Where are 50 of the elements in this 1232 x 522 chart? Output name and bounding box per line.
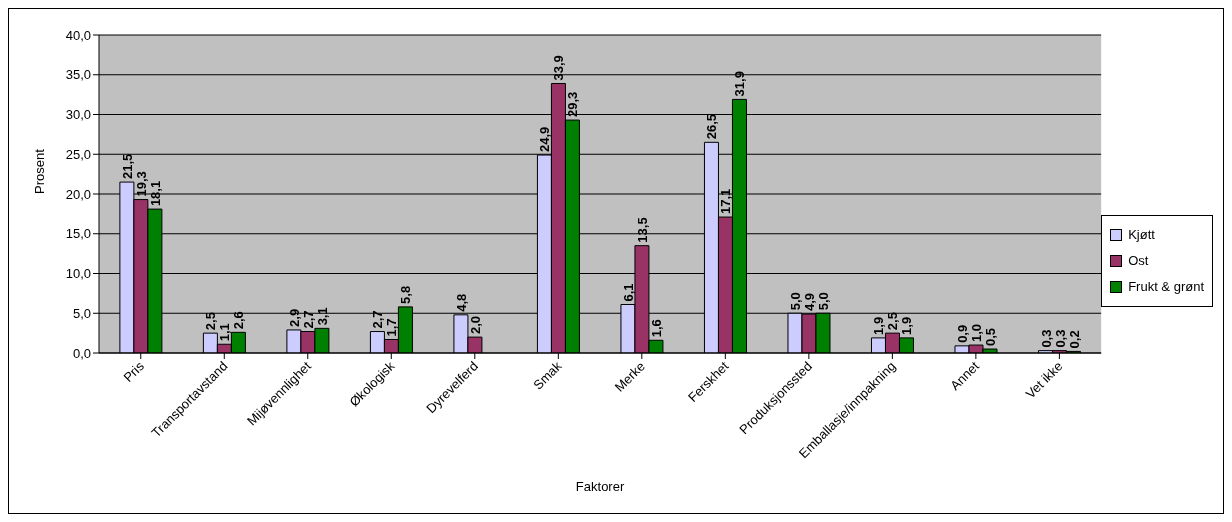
data-label: 31,9 [732, 71, 748, 97]
data-label: 5,8 [398, 285, 414, 304]
y-tick-label: 40,0 [65, 27, 91, 43]
data-label: 2,9 [286, 308, 302, 327]
data-label: 5,0 [815, 292, 831, 311]
x-axis-title: Faktorer [575, 479, 625, 494]
data-label: 2,7 [300, 310, 316, 329]
y-tick-label: 20,0 [65, 186, 91, 202]
data-label: 21,5 [119, 153, 135, 180]
y-tick-label: 0,0 [72, 345, 91, 361]
data-label: 1,7 [384, 318, 400, 337]
data-label: 1,1 [217, 323, 233, 342]
y-tick-label: 30,0 [65, 107, 91, 123]
legend-label: Ost [1128, 252, 1149, 270]
data-label: 2,0 [467, 316, 483, 335]
x-tick-label: Pris [120, 358, 148, 385]
data-label: 2,5 [203, 312, 219, 331]
data-label: 4,9 [801, 292, 817, 312]
data-label: 26,5 [704, 114, 720, 140]
data-label: 0,9 [955, 324, 970, 343]
data-label: 6,1 [620, 283, 636, 302]
y-tick-label: 10,0 [65, 266, 91, 282]
data-label: 17,1 [718, 188, 734, 215]
data-label: 0,3 [1038, 329, 1054, 348]
data-label: 1,9 [871, 316, 887, 335]
legend-label: Frukt & grønt [1128, 278, 1204, 296]
data-label: 13,5 [634, 217, 650, 243]
data-label: 1,6 [648, 319, 664, 338]
data-label: 2,6 [231, 311, 247, 330]
y-tick-label: 25,0 [65, 146, 91, 162]
x-tick-label: Vet ikke [1022, 358, 1066, 402]
data-label: 0,3 [1052, 329, 1068, 348]
data-label: 18,1 [147, 180, 163, 207]
data-label: 1,9 [899, 316, 915, 335]
data-label: 4,8 [453, 293, 469, 312]
y-tick-label: 5,0 [72, 305, 91, 321]
data-label: 0,5 [983, 327, 998, 347]
data-label: 33,9 [551, 55, 567, 81]
data-label: 19,3 [133, 171, 149, 197]
legend-label: Kjøtt [1128, 226, 1155, 244]
data-label: 3,1 [314, 307, 330, 326]
data-label: 2,5 [885, 312, 901, 331]
data-label: 1,0 [969, 323, 984, 343]
y-tick-label: 15,0 [65, 226, 91, 242]
y-tick-label: 35,0 [65, 67, 91, 83]
data-label: 0,2 [1066, 330, 1082, 349]
y-axis-title: Prosent [31, 148, 47, 194]
data-label: 5,0 [787, 292, 803, 311]
data-label: 24,9 [537, 126, 553, 153]
data-label: 2,7 [370, 310, 386, 329]
